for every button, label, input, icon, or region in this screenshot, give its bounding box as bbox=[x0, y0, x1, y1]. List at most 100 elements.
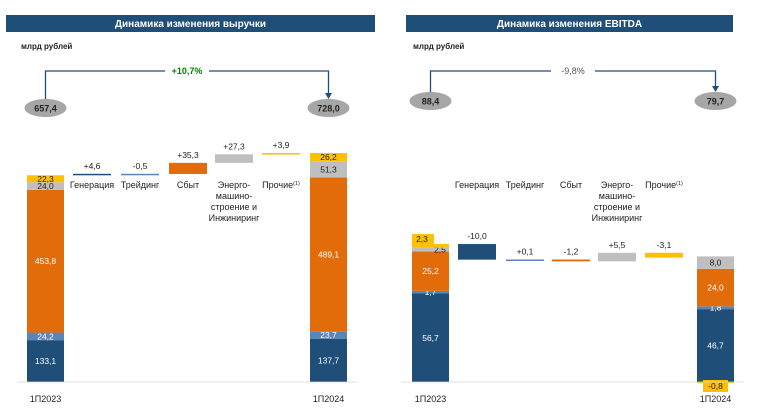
step-category-label: Энерго-машино-строение и Инжиниринг bbox=[209, 180, 260, 223]
axis-label: 1П2023 bbox=[415, 394, 447, 404]
change-label-bg bbox=[165, 64, 209, 78]
chart-header bbox=[406, 15, 733, 32]
segment-navy bbox=[310, 338, 347, 382]
label-line: строение и bbox=[211, 202, 257, 212]
label-line: Энерго- bbox=[218, 180, 251, 190]
step-category-label: Прочие(1) bbox=[262, 180, 300, 190]
label-line: строение и bbox=[594, 202, 640, 212]
change-label-bg bbox=[551, 64, 595, 78]
label-line: Инжиниринг bbox=[209, 213, 260, 223]
axis-label: 1П2024 bbox=[313, 394, 345, 404]
segment-orange bbox=[697, 268, 734, 307]
step-value-label: -10,0 bbox=[467, 231, 487, 241]
segment-value-label: 137,7 bbox=[318, 355, 340, 365]
revenue-chart: Динамика изменения выручки млрд рублей 133… bbox=[6, 15, 375, 404]
segment-yellow bbox=[310, 153, 347, 162]
segment-value-label: 23,7 bbox=[320, 330, 337, 340]
chart-title: Динамика изменения выручки bbox=[115, 19, 266, 30]
segment-gray bbox=[310, 161, 347, 178]
start-stack: 133,1 24,2 453,8 24,022,3 1П2023 bbox=[27, 174, 64, 404]
label-superscript: (1) bbox=[676, 181, 683, 187]
segment-orange bbox=[412, 251, 449, 291]
label-box bbox=[703, 380, 728, 392]
chart-title: Динамика изменения EBITDA bbox=[497, 19, 642, 30]
segment-value-label: 24,0 bbox=[37, 181, 54, 191]
change-arrow: -9,8% 88,4 79,7 bbox=[409, 64, 737, 110]
step-value-label: +4,6 bbox=[84, 161, 101, 171]
segment-value-label: 1,7 bbox=[425, 287, 437, 297]
arrow-head bbox=[325, 93, 332, 99]
step-category-label: Трейдинг bbox=[506, 180, 545, 190]
step-bar-gray bbox=[598, 252, 636, 262]
label-line: Сбыт bbox=[560, 180, 582, 190]
segment-gray bbox=[697, 256, 734, 269]
label-line: машино- bbox=[599, 191, 635, 201]
step-category-label: Генерация bbox=[455, 180, 499, 190]
step-bar-navy bbox=[458, 244, 496, 260]
ebitda-chart: Динамика изменения EBITDA млрд рублей 56,7… bbox=[402, 15, 744, 404]
segment-value-label: 2,5 bbox=[434, 245, 446, 255]
step-bar-yellow bbox=[262, 153, 300, 155]
arrow-head bbox=[712, 86, 719, 92]
change-arrow: +10,7% 657,4 728,0 bbox=[24, 64, 350, 117]
axis-label: 1П2024 bbox=[700, 394, 732, 404]
segment-gray bbox=[27, 182, 64, 190]
label-line: Энерго- bbox=[601, 180, 634, 190]
total-label: 79,7 bbox=[707, 97, 725, 107]
segment-navy bbox=[412, 293, 449, 382]
label-line: Трейдинг bbox=[506, 180, 545, 190]
step-value-label: +5,5 bbox=[609, 240, 626, 250]
total-label: 657,4 bbox=[34, 104, 57, 114]
segment-orange bbox=[310, 177, 347, 332]
label-line: Генерация bbox=[70, 180, 114, 190]
start-total-bubble bbox=[409, 92, 452, 110]
end-total-bubble bbox=[694, 92, 737, 110]
segment-value-label: 1,8 bbox=[710, 303, 722, 313]
step-category-label: Прочие(1) bbox=[645, 180, 683, 190]
label-box bbox=[412, 234, 434, 245]
segment-value-label: 24,0 bbox=[707, 283, 724, 293]
segment-value-label: -0,8 bbox=[708, 381, 723, 391]
step-bar-orange bbox=[169, 162, 207, 174]
segment-value-label: 133,1 bbox=[35, 356, 57, 366]
end-stack: 46,7 1,8 24,0 8,0 -0,8 1П2024 bbox=[697, 256, 734, 404]
label-line: Инжиниринг bbox=[592, 213, 643, 223]
axis-label: 1П2023 bbox=[30, 394, 62, 404]
segment-value-label: 51,3 bbox=[320, 164, 337, 174]
label-line: Прочие bbox=[645, 180, 676, 190]
change-label: -9,8% bbox=[561, 66, 585, 76]
step-category-label: Генерация bbox=[70, 180, 114, 190]
segment-blue_mid bbox=[310, 331, 347, 339]
unit-label: млрд рублей bbox=[413, 42, 464, 51]
label-line: Генерация bbox=[455, 180, 499, 190]
segment-yellow bbox=[412, 244, 449, 248]
segment-value-label: 46,7 bbox=[707, 341, 724, 351]
segment-value-label: 56,7 bbox=[422, 333, 439, 343]
start-stack: 56,7 1,7 25,2 2,5 2,3 1П2023 bbox=[412, 234, 449, 404]
step-category-label: Энерго-машино-строение и Инжиниринг bbox=[592, 180, 643, 223]
step-bar-blue_mid bbox=[121, 173, 159, 176]
end-stack: 137,7 23,7 489,1 51,3 26,2 1П2024 bbox=[310, 152, 347, 404]
step-bar-navy bbox=[73, 173, 111, 176]
label-line: Трейдинг bbox=[121, 180, 160, 190]
segment-value-label: 8,0 bbox=[710, 258, 722, 268]
label-superscript: (1) bbox=[293, 181, 300, 187]
segment-value-label: 22,3 bbox=[37, 174, 54, 184]
segment-navy bbox=[697, 309, 734, 382]
segment-value-label: 489,1 bbox=[318, 249, 340, 259]
steps: +4,6 Генерация -0,5 Трейдинг +35,3 Сбыт +27,3 Э… bbox=[70, 140, 300, 223]
steps: -10,0 Генерация +0,1 Трейдинг -1,2 Сбыт +5,5 Эн… bbox=[455, 180, 683, 262]
segment-gray bbox=[412, 247, 449, 252]
step-value-label: -3,1 bbox=[657, 240, 672, 250]
step-bar-blue_mid bbox=[506, 259, 544, 262]
step-value-label: +3,9 bbox=[273, 140, 290, 150]
unit-label: млрд рублей bbox=[21, 42, 72, 51]
segment-navy bbox=[27, 340, 64, 382]
segment-blue_mid bbox=[27, 332, 64, 341]
segment-blue_mid bbox=[412, 290, 449, 294]
step-value-label: -0,5 bbox=[133, 161, 148, 171]
step-category-label: Сбыт bbox=[177, 180, 199, 190]
segment-orange bbox=[27, 189, 64, 333]
